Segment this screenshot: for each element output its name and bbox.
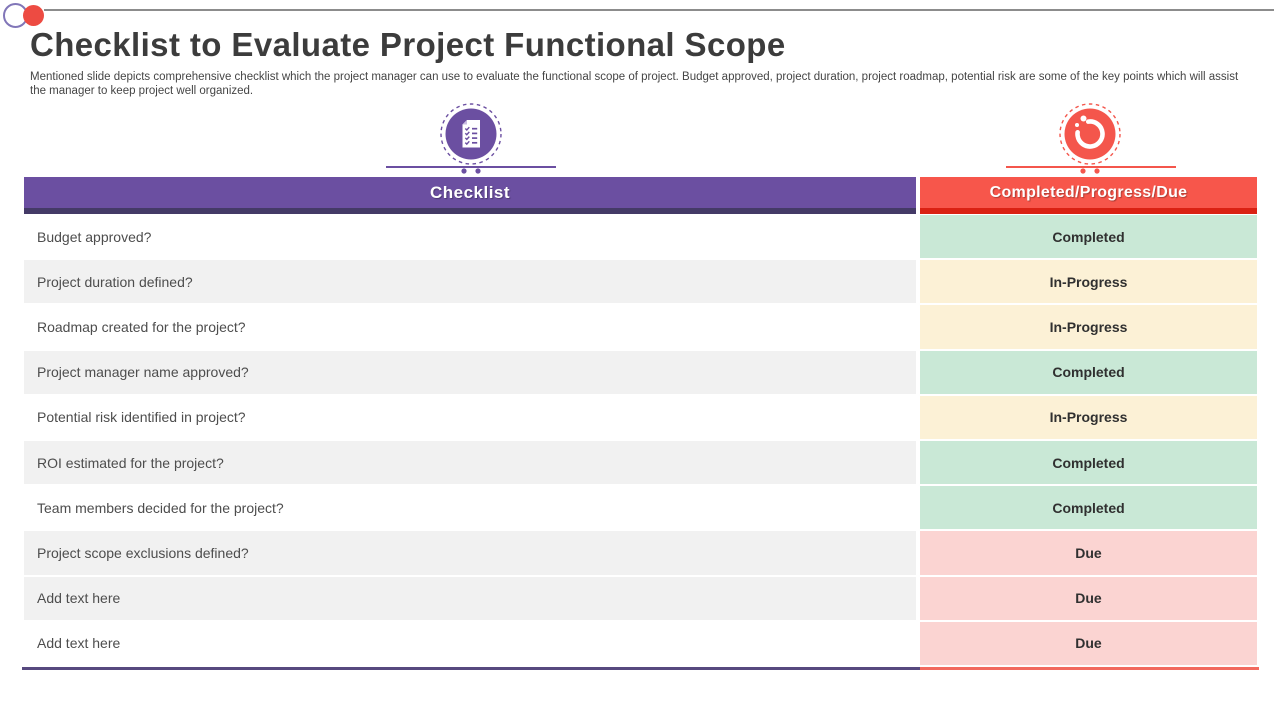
status-label: Due	[1075, 590, 1102, 607]
status-cell: In-Progress	[920, 305, 1257, 349]
checklist-column-header: Checklist	[24, 177, 916, 214]
checklist-item-label: Add text here	[37, 590, 121, 607]
checklist-item-label: Potential risk identified in project?	[37, 409, 246, 426]
status-label: Completed	[1052, 454, 1125, 471]
status-cell: Due	[920, 576, 1257, 620]
checklist-column-rule	[386, 166, 556, 168]
checklist-item-label: Team members decided for the project?	[37, 499, 284, 516]
checklist-cell: Add text here	[24, 621, 916, 665]
table-row: Add text here Due	[24, 621, 1257, 665]
status-label: In-Progress	[1049, 409, 1128, 426]
table-row: Team members decided for the project? Co…	[24, 486, 1257, 530]
status-cell: Completed	[920, 440, 1257, 485]
checklist-item-label: ROI estimated for the project?	[37, 454, 224, 471]
status-cell: In-Progress	[920, 260, 1257, 304]
checklist-table: Checklist Completed/Progress/Due Budget …	[22, 177, 1259, 670]
status-label: Due	[1075, 544, 1102, 561]
progress-ring-icon	[1059, 103, 1121, 174]
checklist-item-label: Roadmap created for the project?	[37, 318, 246, 335]
status-label: Completed	[1052, 499, 1125, 516]
table-header-row: Checklist Completed/Progress/Due	[24, 177, 1257, 214]
top-divider-line	[44, 9, 1274, 11]
status-label: Completed	[1052, 364, 1125, 381]
page-description: Mentioned slide depicts comprehensive ch…	[30, 71, 1239, 97]
status-label: In-Progress	[1049, 273, 1128, 290]
status-bottom-rule	[920, 667, 1259, 670]
status-cell: Completed	[920, 215, 1257, 259]
page-title: Checklist to Evaluate Project Functional…	[30, 26, 786, 63]
table-row: Budget approved? Completed	[24, 215, 1257, 259]
status-cell: In-Progress	[920, 395, 1257, 439]
table-row: Project duration defined? In-Progress	[24, 260, 1257, 304]
status-column-header: Completed/Progress/Due	[920, 177, 1257, 214]
checklist-item-label: Project duration defined?	[37, 273, 193, 290]
status-cell: Due	[920, 531, 1257, 575]
status-cell: Completed	[920, 486, 1257, 530]
table-row: Project manager name approved? Completed	[24, 350, 1257, 394]
checklist-document-icon	[440, 103, 502, 174]
status-column-rule	[1006, 166, 1176, 168]
status-cell: Due	[920, 621, 1257, 665]
checklist-cell: Project duration defined?	[24, 260, 916, 304]
table-row: Potential risk identified in project? In…	[24, 395, 1257, 439]
status-label: In-Progress	[1049, 318, 1128, 335]
status-label: Due	[1075, 635, 1102, 652]
checklist-cell: Project scope exclusions defined?	[24, 531, 916, 575]
checklist-cell: Roadmap created for the project?	[24, 305, 916, 349]
table-row: Roadmap created for the project? In-Prog…	[24, 305, 1257, 349]
checklist-cell: Add text here	[24, 576, 916, 620]
decorative-dot-icon	[23, 5, 44, 26]
table-row: ROI estimated for the project? Completed	[24, 440, 1257, 485]
table-row: Project scope exclusions defined? Due	[24, 531, 1257, 575]
checklist-cell: Team members decided for the project?	[24, 486, 916, 530]
checklist-cell: Budget approved?	[24, 215, 916, 259]
checklist-item-label: Project scope exclusions defined?	[37, 544, 249, 561]
checklist-item-label: Add text here	[37, 635, 121, 652]
status-cell: Completed	[920, 350, 1257, 394]
checklist-cell: Potential risk identified in project?	[24, 395, 916, 439]
table-rows: Budget approved? Completed Project durat…	[24, 215, 1257, 665]
checklist-item-label: Project manager name approved?	[37, 364, 249, 381]
table-row: Add text here Due	[24, 576, 1257, 620]
checklist-bottom-rule	[22, 667, 920, 670]
status-label: Completed	[1052, 228, 1125, 245]
checklist-cell: ROI estimated for the project?	[24, 440, 916, 485]
checklist-cell: Project manager name approved?	[24, 350, 916, 394]
checklist-item-label: Budget approved?	[37, 228, 152, 245]
